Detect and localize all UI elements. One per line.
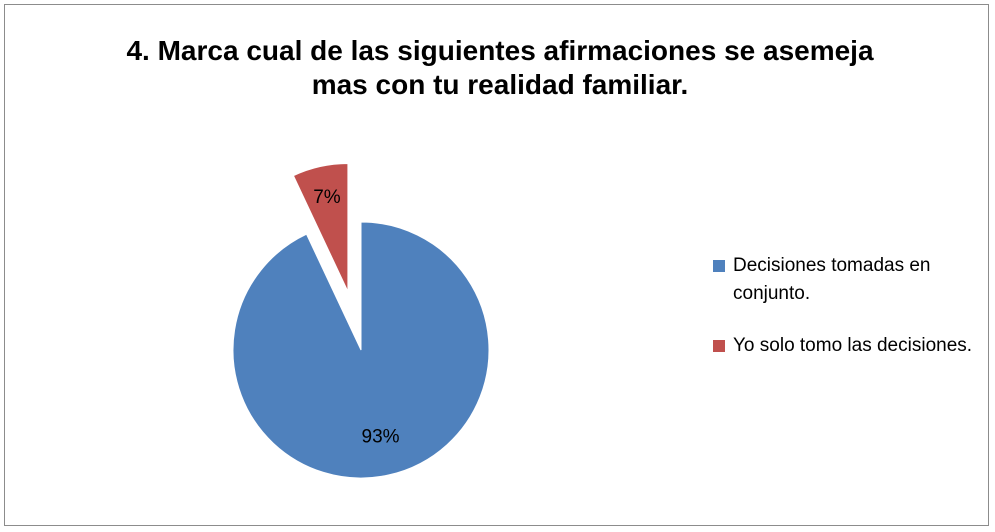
legend-label: Decisiones tomadas en conjunto. xyxy=(733,255,931,304)
legend-item: Yo solo tomo las decisiones. xyxy=(713,332,983,360)
pie-slice xyxy=(232,221,490,479)
pie-slice xyxy=(292,162,349,292)
legend-swatch xyxy=(713,340,725,352)
legend-swatch xyxy=(713,260,725,272)
legend-label: Yo solo tomo las decisiones. xyxy=(733,335,973,356)
legend: Decisiones tomadas en conjunto. Yo solo t… xyxy=(713,252,983,384)
data-label: 93% xyxy=(362,426,400,447)
chart-title: 4. Marca cual de las siguientes afirmaci… xyxy=(126,35,874,100)
legend-item: Decisiones tomadas en conjunto. xyxy=(713,252,983,308)
data-label: 7% xyxy=(313,187,341,208)
chart-border xyxy=(4,4,989,526)
